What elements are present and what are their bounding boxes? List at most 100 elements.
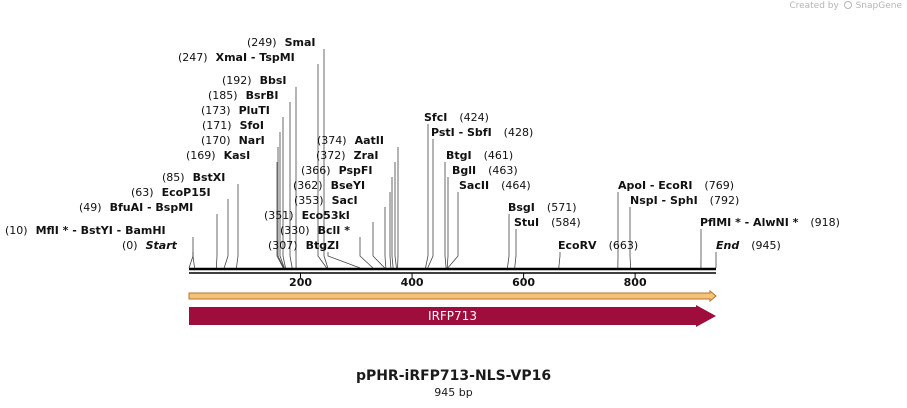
site-name: NspI - SphI [630, 194, 698, 207]
site-label: (249) SmaI [247, 36, 316, 49]
site-label: (169) KasI [186, 149, 250, 162]
site-label: SacII (464) [459, 179, 531, 192]
site-position: (663) [609, 239, 639, 252]
site-connector [444, 162, 447, 269]
site-label: (170) NarI [201, 134, 265, 147]
site-connector [223, 199, 229, 269]
watermark-brand: SnapGene [855, 1, 902, 11]
site-connectors [188, 49, 717, 269]
orf-track [188, 289, 717, 303]
site-name: KasI [224, 149, 251, 162]
orf-arrow [188, 289, 717, 303]
site-connector [514, 229, 517, 269]
site-label: (307) BtgZI [268, 239, 339, 252]
ruler-tick-label: 600 [512, 276, 535, 289]
site-name: ZraI [354, 149, 379, 162]
site-name: End [716, 239, 739, 252]
site-connector [372, 222, 386, 269]
site-label: (10) MflI * - BstYI - BamHI [5, 224, 166, 237]
site-position: (584) [551, 216, 581, 229]
site-label: (353) SacI [294, 194, 358, 207]
site-label: (63) EcoP15I [131, 186, 211, 199]
site-connector [215, 214, 218, 269]
site-label: (372) ZraI [316, 149, 379, 162]
site-connector [384, 207, 387, 269]
feature-label: IRFP713 [428, 309, 477, 323]
site-labels: (0) Start (10) MflI * - BstYI - BamHI (49) Bf… [5, 36, 840, 252]
site-label: (85) BstXI [162, 171, 225, 184]
site-position: (353) [294, 194, 324, 207]
site-position: (366) [301, 164, 331, 177]
site-position: (169) [186, 149, 216, 162]
site-label: StuI (584) [514, 216, 581, 229]
site-position: (0) [122, 239, 138, 252]
site-connector [427, 139, 434, 269]
backbone [189, 267, 716, 274]
site-label: SfcI (424) [424, 111, 489, 124]
site-connector [323, 49, 329, 269]
feature-track: IRFP713 [189, 305, 716, 327]
site-position: (249) [247, 36, 277, 49]
site-name: SfoI [240, 119, 264, 132]
site-label: BtgI (461) [446, 149, 513, 162]
site-position: (918) [810, 216, 840, 229]
site-position: (374) [317, 134, 347, 147]
site-connector [327, 252, 361, 269]
site-name: NarI [239, 134, 265, 147]
site-position: (85) [162, 171, 185, 184]
site-position: (769) [704, 179, 734, 192]
site-position: (372) [316, 149, 346, 162]
ruler: 200 400 800 600 [289, 273, 647, 289]
site-label: (247) XmaI - TspMI [178, 51, 295, 64]
site-name: PluTI [239, 104, 270, 117]
site-connector [282, 117, 286, 269]
site-name: PflMI * - AlwNI * [700, 216, 799, 229]
site-label: (362) BseYI [293, 179, 365, 192]
site-name: StuI [514, 216, 539, 229]
site-name: BglI [452, 164, 476, 177]
site-connector [236, 184, 239, 269]
site-name: SfcI [424, 111, 447, 124]
site-position: (571) [547, 201, 577, 214]
site-label: EcoRV (663) [558, 239, 638, 252]
site-position: (192) [222, 74, 252, 87]
site-position: (945) [751, 239, 781, 252]
site-label: (173) PluTI [201, 104, 270, 117]
site-position: (463) [488, 164, 518, 177]
ruler-tick-label: 400 [401, 276, 424, 289]
watermark: Created by SnapGene [789, 1, 902, 11]
site-name: BfuAI - BspMI [110, 201, 194, 214]
site-position: (792) [710, 194, 740, 207]
site-position: (330) [280, 224, 310, 237]
site-name: XmaI - TspMI [216, 51, 295, 64]
site-label: NspI - SphI (792) [630, 194, 739, 207]
watermark-prefix: Created by [789, 1, 839, 11]
site-label: (171) SfoI [202, 119, 264, 132]
site-name: BstXI [193, 171, 226, 184]
site-label: ApoI - EcoRI (769) [618, 179, 734, 192]
ruler-tick-label: 200 [289, 276, 312, 289]
site-connector [629, 207, 632, 269]
plasmid-size: 945 bp [434, 386, 473, 399]
site-name: BtgI [446, 149, 472, 162]
site-name: SmaI [285, 36, 316, 49]
site-label: (366) PspFI [301, 164, 373, 177]
snapgene-logo-icon [843, 1, 852, 9]
site-connector [447, 192, 459, 269]
site-name: MflI * - BstYI - BamHI [36, 224, 166, 237]
site-label: (192) BbsI [222, 74, 287, 87]
site-position: (461) [484, 149, 514, 162]
site-connector [507, 214, 510, 269]
site-name: BseYI [331, 179, 365, 192]
site-label: (330) BclI * [280, 224, 350, 237]
site-name: SacII [459, 179, 489, 192]
site-connector [391, 177, 394, 269]
site-label: (374) AatII [317, 134, 384, 147]
site-label: BsgI (571) [508, 201, 577, 214]
site-position: (307) [268, 239, 298, 252]
site-name: EcoP15I [162, 186, 211, 199]
site-position: (247) [178, 51, 208, 64]
site-label: PstI - SbfI (428) [431, 126, 533, 139]
site-name: Eco53kI [302, 209, 350, 222]
